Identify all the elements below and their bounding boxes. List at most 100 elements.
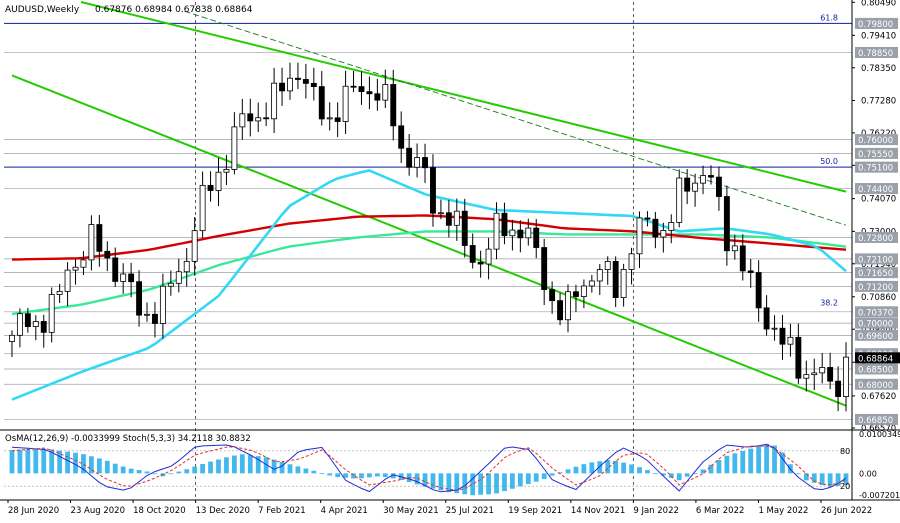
level-label: 0.71200	[858, 283, 893, 293]
osma-bar	[573, 466, 579, 474]
osma-bar	[343, 473, 348, 478]
candle-body	[485, 248, 492, 265]
stoch-level-label: 20	[840, 482, 850, 491]
candle-body	[96, 224, 103, 252]
candle-body	[533, 227, 540, 248]
osma-bar	[216, 459, 221, 474]
osma-bar	[81, 454, 86, 474]
time-tick-label: 9 Jan 2022	[633, 506, 679, 516]
time-tick-label: 30 May 2021	[383, 506, 438, 516]
osma-bar	[104, 460, 110, 474]
osma-bar	[597, 461, 603, 474]
candle-body	[755, 272, 762, 309]
candle-body	[32, 321, 39, 327]
level-label: 0.78850	[858, 49, 893, 59]
osma-bar	[295, 466, 301, 474]
level-label-box	[855, 306, 898, 318]
osma-bar	[700, 469, 706, 474]
candle-body	[271, 82, 278, 120]
candle-body	[80, 259, 87, 268]
time-tick-label: 13 Dec 2020	[196, 506, 250, 516]
osma-bar	[184, 469, 190, 474]
osma-bar	[549, 473, 555, 476]
candle-body	[287, 77, 293, 92]
candle-body	[819, 367, 826, 374]
level-label-box	[855, 161, 898, 173]
ma-green-line	[11, 230, 847, 316]
osma-bar	[176, 471, 182, 474]
osma-bar	[89, 456, 94, 474]
candle-body	[747, 270, 754, 273]
candle-body	[239, 113, 246, 128]
level-label: 0.79800	[858, 20, 893, 30]
osma-bar	[708, 464, 714, 474]
osma-bar	[803, 473, 809, 481]
osma-bar	[510, 473, 515, 489]
time-tick-label: 23 Aug 2020	[71, 506, 125, 516]
candle-body	[159, 285, 166, 324]
level-label: 0.69600	[858, 332, 893, 342]
candle-body	[787, 336, 794, 345]
candle-body	[374, 93, 381, 101]
osma-bar	[359, 473, 364, 479]
ma-cyan-line	[11, 169, 847, 401]
candle-body	[302, 79, 309, 84]
channel-mid-line	[184, 10, 847, 226]
candle-body	[326, 117, 333, 120]
osma-bar	[653, 473, 658, 474]
candle-body	[9, 334, 15, 342]
level-label: 0.75100	[858, 164, 893, 174]
osma-bar	[557, 472, 563, 474]
osma-bar	[740, 451, 746, 474]
current-price-label: 0.68864	[858, 354, 893, 364]
osma-bar	[112, 463, 118, 474]
level-label-box	[855, 378, 898, 390]
osma-bar	[263, 457, 269, 474]
candle-body	[445, 212, 452, 226]
candle-body	[430, 167, 436, 214]
price-tick-label: 0.79410	[861, 31, 896, 41]
osma-bar	[255, 456, 261, 474]
osma-bar	[152, 473, 158, 475]
osma-bar	[748, 448, 754, 474]
candle-body	[731, 245, 738, 252]
osma-bar	[637, 467, 642, 474]
chart-symbol: AUDUSD,Weekly	[5, 5, 80, 15]
time-tick-label: 14 Nov 2021	[571, 506, 625, 516]
osma-bar	[25, 449, 31, 474]
channel-lower-line	[11, 74, 847, 407]
current-price-tag	[855, 352, 900, 364]
price-tick-label: 0.70860	[861, 293, 896, 303]
osma-bar	[470, 473, 476, 496]
candle-body	[517, 229, 524, 239]
osma-bar	[843, 473, 849, 485]
osma-bar	[716, 459, 722, 474]
candle-body	[843, 356, 849, 397]
candle-body	[604, 261, 611, 270]
osma-bar	[486, 473, 491, 495]
level-label-box	[855, 363, 898, 375]
osma-bar	[192, 466, 198, 474]
osma-tick-label: 0.00	[859, 469, 877, 478]
time-tick-label: 25 Jul 2021	[446, 506, 494, 516]
osma-bar	[271, 459, 277, 474]
osma-bar	[462, 473, 468, 495]
time-tick-label: 6 Mar 2022	[696, 506, 744, 516]
osma-bar	[414, 473, 420, 485]
osma-bar	[65, 451, 70, 474]
osma-bar	[57, 450, 63, 474]
osma-bar	[780, 452, 785, 474]
osma-bar	[835, 473, 841, 486]
time-tick-label: 7 Feb 2021	[258, 506, 306, 516]
osma-bar	[9, 450, 15, 474]
candle-body	[263, 117, 270, 120]
candle-body	[588, 280, 595, 287]
candle-body	[24, 313, 31, 327]
price-tick-label: 0.78350	[861, 64, 896, 74]
price-tick-label: 0.76220	[861, 129, 896, 139]
candle-body	[223, 169, 230, 173]
ohlc-header: 0.67876 0.68984 0.67838 0.68864	[95, 5, 253, 15]
level-label-box	[855, 413, 898, 425]
osma-bar	[327, 473, 333, 476]
